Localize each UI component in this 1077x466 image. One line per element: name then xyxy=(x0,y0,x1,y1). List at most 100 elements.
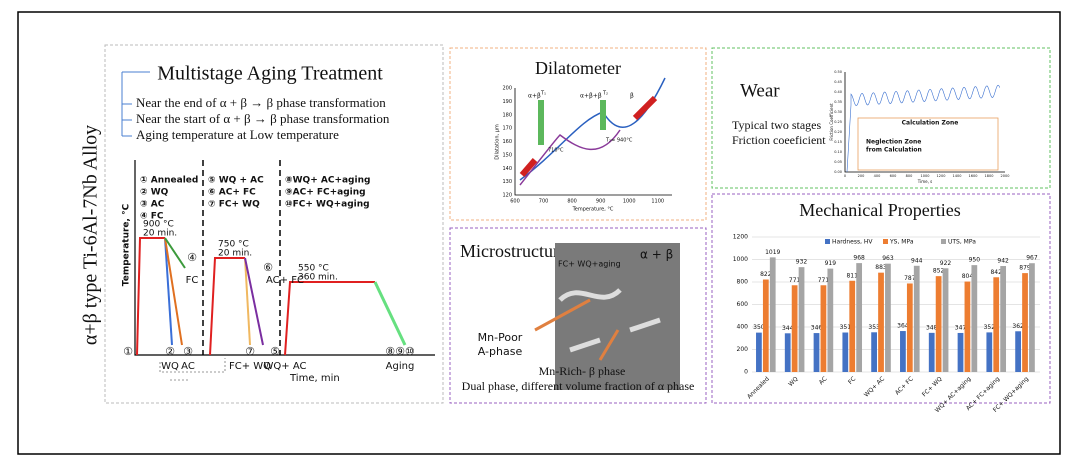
phase-label: α+β xyxy=(528,93,541,100)
sample-label: FC+ WQ+aging xyxy=(558,260,621,269)
x-tick-label: 800 xyxy=(567,199,577,205)
y-tick-label: 190 xyxy=(502,99,512,105)
legend-item: ① Annealed xyxy=(140,176,198,186)
phase-label: β xyxy=(630,93,634,100)
legend-item: ⑧WQ+ AC+aging xyxy=(285,176,370,186)
y-tick-label: 1000 xyxy=(733,256,748,263)
graphical-abstract: α+β type Ti-6Al-7Nb Alloy Multistage Agi… xyxy=(0,0,1077,466)
x-tick-label: 900 xyxy=(596,199,606,205)
value-label: 968 xyxy=(853,255,865,262)
step-note: FC xyxy=(186,275,199,286)
value-label: 922 xyxy=(940,260,952,267)
rich-label: Mn-Rich- β phase xyxy=(539,364,626,378)
y-tick-label: 150 xyxy=(502,152,512,158)
bar xyxy=(799,267,805,372)
y-tick-label: 0.25 xyxy=(834,120,842,124)
x-tick-label: 800 xyxy=(906,174,913,178)
bar xyxy=(943,268,949,372)
bar xyxy=(993,277,999,372)
y-tick-label: 200 xyxy=(737,346,749,353)
x-axis-label: Time, min xyxy=(289,373,340,384)
temp-label: 20 min. xyxy=(218,249,252,259)
legend-swatch xyxy=(883,239,888,244)
legend-item: ② WQ xyxy=(140,188,169,198)
bullet: Near the start of α + β → β phase transf… xyxy=(136,111,390,126)
y-axis-label: Friction Coefficient xyxy=(829,103,834,141)
y-tick-label: 0.45 xyxy=(834,80,842,84)
wear-text: Typical two stages xyxy=(732,118,821,132)
bar xyxy=(871,332,877,372)
phase-label: α + β xyxy=(640,248,673,262)
y-tick-label: 800 xyxy=(737,279,749,286)
t1-bar xyxy=(538,100,544,145)
poor-label: Mn-Poor xyxy=(478,331,523,344)
step-mark: ⑦ xyxy=(245,345,255,358)
microstructure-title: Microstructure xyxy=(460,241,567,261)
legend-item: ⑤ WQ + AC xyxy=(208,176,264,186)
bar xyxy=(785,333,791,372)
bar xyxy=(900,331,906,372)
value-label: 919 xyxy=(825,260,837,267)
step-mark: ⑥ xyxy=(263,261,273,274)
legend-item: ⑥ AC+ FC xyxy=(208,188,256,198)
value-label: 967 xyxy=(1026,255,1038,262)
x-tick-label: 600 xyxy=(510,199,520,205)
phase-label: α+β+β xyxy=(580,93,602,100)
bar xyxy=(885,264,891,372)
legend-item: ③ AC xyxy=(140,200,165,210)
x-tick-label: 700 xyxy=(539,199,549,205)
aging-title: Multistage Aging Treatment xyxy=(157,63,383,85)
legend-item: ⑩FC+ WQ+aging xyxy=(285,200,370,210)
point-label: T₁ xyxy=(540,91,546,97)
y-tick-label: 0.20 xyxy=(834,130,842,134)
y-tick-label: 1200 xyxy=(733,234,748,241)
legend-item: ⑦ FC+ WQ xyxy=(208,200,260,210)
x-tick-label: 1000 xyxy=(623,199,636,205)
bar xyxy=(1000,266,1006,372)
x-tick-label: Annealed xyxy=(746,375,771,400)
y-tick-label: 0.10 xyxy=(834,150,842,154)
profile-1 xyxy=(137,238,165,355)
step-note: AC xyxy=(181,361,195,372)
x-axis-label: Time, s xyxy=(917,179,932,184)
y-tick-label: 0.30 xyxy=(834,110,842,114)
x-tick-label: 400 xyxy=(874,174,881,178)
y-tick-label: 200 xyxy=(502,86,512,92)
bar xyxy=(878,273,884,372)
step-mark: ⑤ xyxy=(270,345,280,358)
bullet: Near the end of α + β → β phase transfor… xyxy=(136,95,386,110)
bar xyxy=(986,332,992,372)
bar xyxy=(1029,263,1035,372)
bar xyxy=(1022,273,1028,372)
legend-label: UTS, MPa xyxy=(948,239,976,246)
x-tick-label: 1000 xyxy=(921,174,930,178)
y-tick-label: 180 xyxy=(502,112,512,118)
bar xyxy=(821,285,827,372)
x-tick-label: FC+ WQ xyxy=(921,375,944,398)
bar xyxy=(770,257,776,372)
x-tick-label: 1400 xyxy=(953,174,962,178)
y-tick-label: 0.00 xyxy=(834,170,842,174)
y-tick-label: 160 xyxy=(502,139,512,145)
step-mark: ① xyxy=(123,345,133,358)
poor-label: A-phase xyxy=(478,345,523,358)
value-label: 942 xyxy=(997,258,1009,265)
value-label: 944 xyxy=(911,257,923,264)
legend-item: ⑨AC+ FC+aging xyxy=(285,188,366,198)
bar xyxy=(763,280,769,372)
profile-2 xyxy=(210,258,245,355)
point-label: T₂ xyxy=(602,91,608,97)
x-tick-label: 1100 xyxy=(651,199,664,205)
bar xyxy=(842,333,848,372)
x-tick-label: WQ+ AC xyxy=(863,376,886,399)
y-tick-label: 0.35 xyxy=(834,100,842,104)
wear-title: Wear xyxy=(740,80,780,101)
bar xyxy=(814,333,820,372)
aging-line xyxy=(375,282,405,345)
legend-swatch xyxy=(825,239,830,244)
value-label: 963 xyxy=(882,255,894,262)
bar xyxy=(792,285,798,372)
value-label: 950 xyxy=(969,257,981,264)
bar xyxy=(756,333,762,372)
y-tick-label: 0.15 xyxy=(834,140,842,144)
